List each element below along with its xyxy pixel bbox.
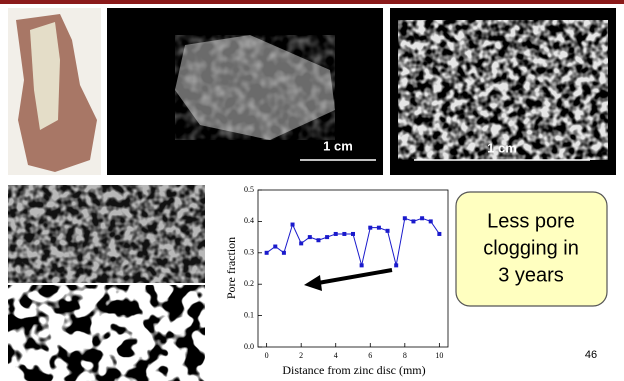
data-point <box>394 263 398 267</box>
x-tick-label: 8 <box>403 351 407 360</box>
scale-label: 1 cm <box>323 138 353 153</box>
data-point <box>308 235 312 239</box>
data-point <box>420 216 424 220</box>
data-point <box>316 238 320 242</box>
data-point <box>411 219 415 223</box>
data-point <box>386 229 390 233</box>
y-tick-label: 0.2 <box>244 279 254 288</box>
y-tick-label: 0.3 <box>244 248 254 257</box>
data-point <box>291 223 295 227</box>
data-point <box>368 226 372 230</box>
y-tick-label: 0.0 <box>244 342 254 351</box>
callout-text: Less pore <box>487 210 575 232</box>
data-point <box>437 232 441 236</box>
data-point <box>342 232 346 236</box>
scale-label: 1 cm <box>487 140 517 155</box>
slide: 1 cm 1 cm Less pore clogging in 3 years … <box>0 0 624 381</box>
x-tick-label: 10 <box>435 351 443 360</box>
data-point <box>273 245 277 249</box>
arrow-head <box>304 275 322 291</box>
x-tick-label: 6 <box>368 351 372 360</box>
plot-frame <box>258 190 448 347</box>
data-point <box>377 226 381 230</box>
x-tick-label: 0 <box>265 351 269 360</box>
y-tick-label: 0.1 <box>244 310 254 319</box>
scan-texture <box>175 35 335 140</box>
y-tick-label: 0.5 <box>244 185 254 194</box>
top-strip <box>0 0 624 4</box>
x-tick-label: 4 <box>334 351 338 360</box>
data-point <box>360 263 364 267</box>
data-point <box>403 216 407 220</box>
x-tick-label: 2 <box>299 351 303 360</box>
data-point <box>351 232 355 236</box>
data-point <box>334 232 338 236</box>
x-axis-label: Distance from zinc disc (mm) <box>282 363 425 377</box>
binary-texture <box>8 285 205 381</box>
slide-canvas: 1 cm 1 cm Less pore clogging in 3 years … <box>0 0 624 381</box>
callout-text: 3 years <box>498 264 564 286</box>
page-number: 46 <box>585 349 597 361</box>
slice-texture <box>398 20 608 160</box>
grey-texture <box>8 185 205 283</box>
arrow-shaft <box>318 270 392 283</box>
data-point <box>299 241 303 245</box>
data-point <box>282 251 286 255</box>
data-point <box>429 219 433 223</box>
data-point <box>325 235 329 239</box>
y-tick-label: 0.4 <box>244 216 254 225</box>
y-axis-label: Pore fraction <box>224 237 238 299</box>
callout-text: clogging in <box>483 237 579 259</box>
data-point <box>265 251 269 255</box>
